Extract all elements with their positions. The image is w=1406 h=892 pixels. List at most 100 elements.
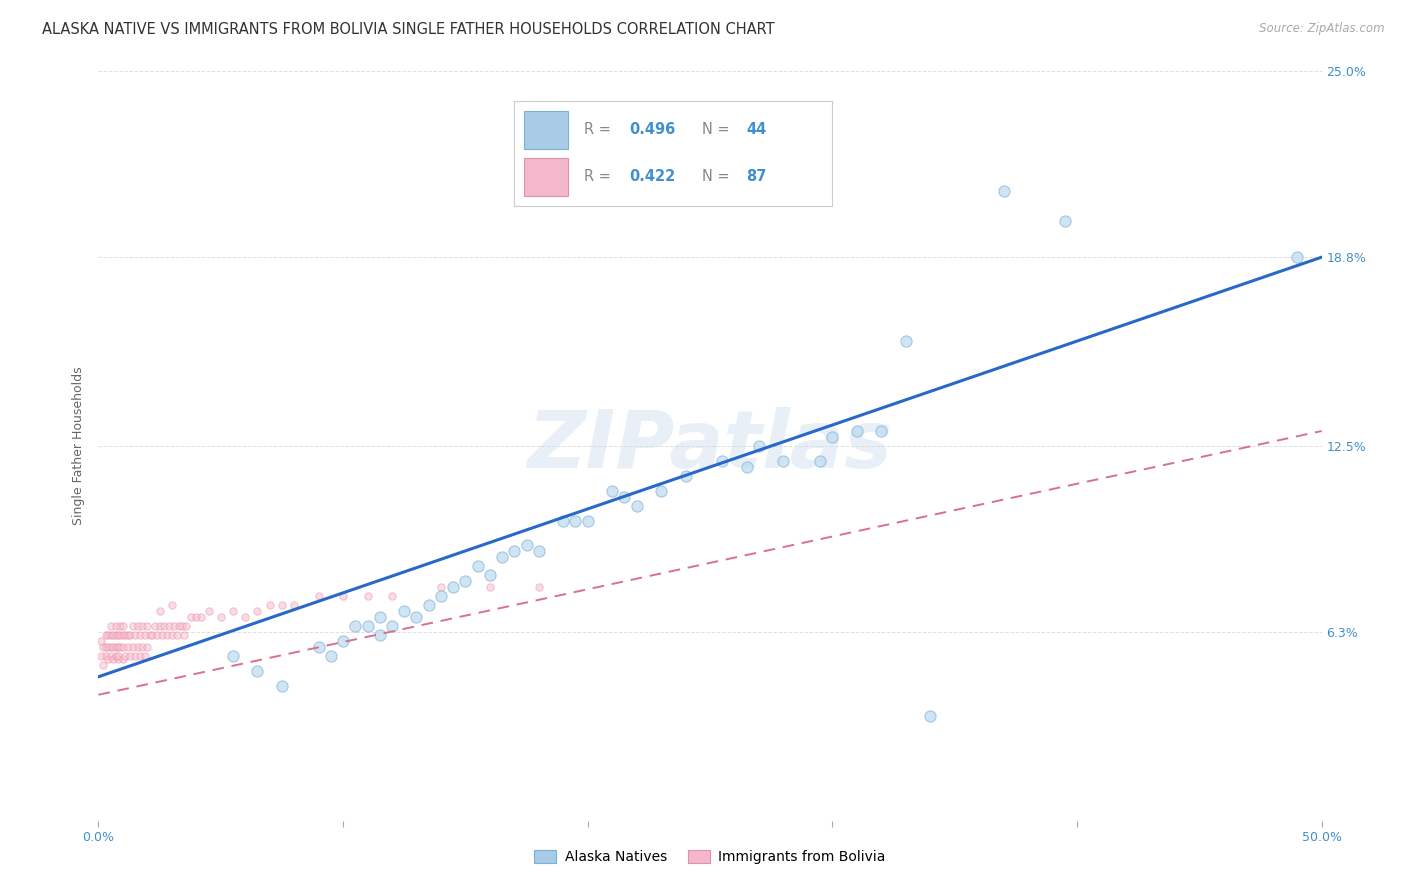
Point (491, 549, 513, 564)
Point (121, 619, 143, 633)
Point (430, 589, 453, 603)
Point (405, 610, 427, 624)
Point (100, 648, 122, 663)
Point (111, 652, 134, 666)
Point (222, 604, 245, 618)
Point (845, 424, 868, 438)
Point (503, 544, 526, 558)
Point (160, 598, 183, 612)
Point (101, 640, 124, 654)
Point (356, 619, 378, 633)
Point (90, 633, 112, 648)
Point (166, 628, 188, 642)
Text: ALASKA NATIVE VS IMMIGRANTS FROM BOLIVIA SINGLE FATHER HOUSEHOLDS CORRELATION CH: ALASKA NATIVE VS IMMIGRANTS FROM BOLIVIA… (42, 22, 775, 37)
Point (308, 589, 330, 603)
Point (920, 708, 942, 723)
Point (136, 640, 159, 654)
Point (356, 589, 378, 603)
Point (170, 619, 193, 633)
Point (129, 628, 152, 642)
Point (308, 640, 330, 654)
Point (91, 640, 114, 654)
Point (111, 619, 134, 633)
Point (576, 514, 599, 528)
Point (600, 483, 623, 498)
Point (104, 619, 127, 633)
Point (150, 628, 173, 642)
Point (772, 454, 794, 468)
Point (114, 648, 136, 663)
Point (246, 604, 269, 618)
Point (808, 454, 831, 468)
Point (114, 628, 136, 642)
Point (110, 640, 132, 654)
Point (748, 439, 770, 453)
Point (186, 610, 208, 624)
Point (104, 628, 127, 642)
Point (94, 640, 117, 654)
Point (149, 604, 172, 618)
Point (97, 652, 120, 666)
Point (91, 657, 114, 672)
Point (467, 558, 489, 573)
Legend: Alaska Natives, Immigrants from Bolivia: Alaska Natives, Immigrants from Bolivia (529, 845, 891, 870)
Point (153, 619, 176, 633)
Point (107, 628, 129, 642)
Point (1053, 214, 1076, 228)
Point (100, 640, 122, 654)
Point (553, 514, 575, 528)
Point (711, 454, 734, 468)
Point (993, 184, 1015, 198)
Point (104, 648, 127, 663)
Point (176, 619, 198, 633)
Point (233, 610, 256, 624)
Point (246, 664, 269, 678)
Point (97, 628, 120, 642)
Point (368, 628, 391, 642)
Point (197, 604, 219, 618)
Point (117, 640, 139, 654)
Point (136, 619, 159, 633)
Point (430, 580, 453, 594)
Point (141, 628, 163, 642)
Point (94, 628, 117, 642)
Point (626, 499, 648, 513)
Point (110, 619, 132, 633)
Point (111, 628, 134, 642)
Point (127, 640, 149, 654)
Point (283, 598, 305, 612)
Point (515, 538, 537, 552)
Point (111, 640, 134, 654)
Point (180, 610, 202, 624)
Point (173, 628, 195, 642)
Point (564, 514, 586, 528)
Point (821, 430, 844, 444)
Point (94, 648, 117, 663)
Point (107, 640, 129, 654)
Point (392, 604, 416, 618)
Point (129, 648, 152, 663)
Point (222, 648, 245, 663)
Point (381, 619, 404, 633)
Point (97, 640, 120, 654)
Point (190, 610, 212, 624)
Point (270, 679, 294, 693)
Point (149, 619, 172, 633)
Point (139, 628, 162, 642)
Point (107, 652, 129, 666)
Point (100, 628, 122, 642)
Point (100, 619, 122, 633)
Point (259, 598, 281, 612)
Point (134, 628, 156, 642)
Text: Source: ZipAtlas.com: Source: ZipAtlas.com (1260, 22, 1385, 36)
Point (270, 598, 294, 612)
Point (101, 652, 124, 666)
Point (124, 628, 146, 642)
Point (143, 619, 166, 633)
Point (104, 640, 127, 654)
Point (120, 648, 142, 663)
Point (131, 640, 153, 654)
Point (101, 628, 124, 642)
Point (163, 619, 186, 633)
Point (209, 610, 232, 624)
